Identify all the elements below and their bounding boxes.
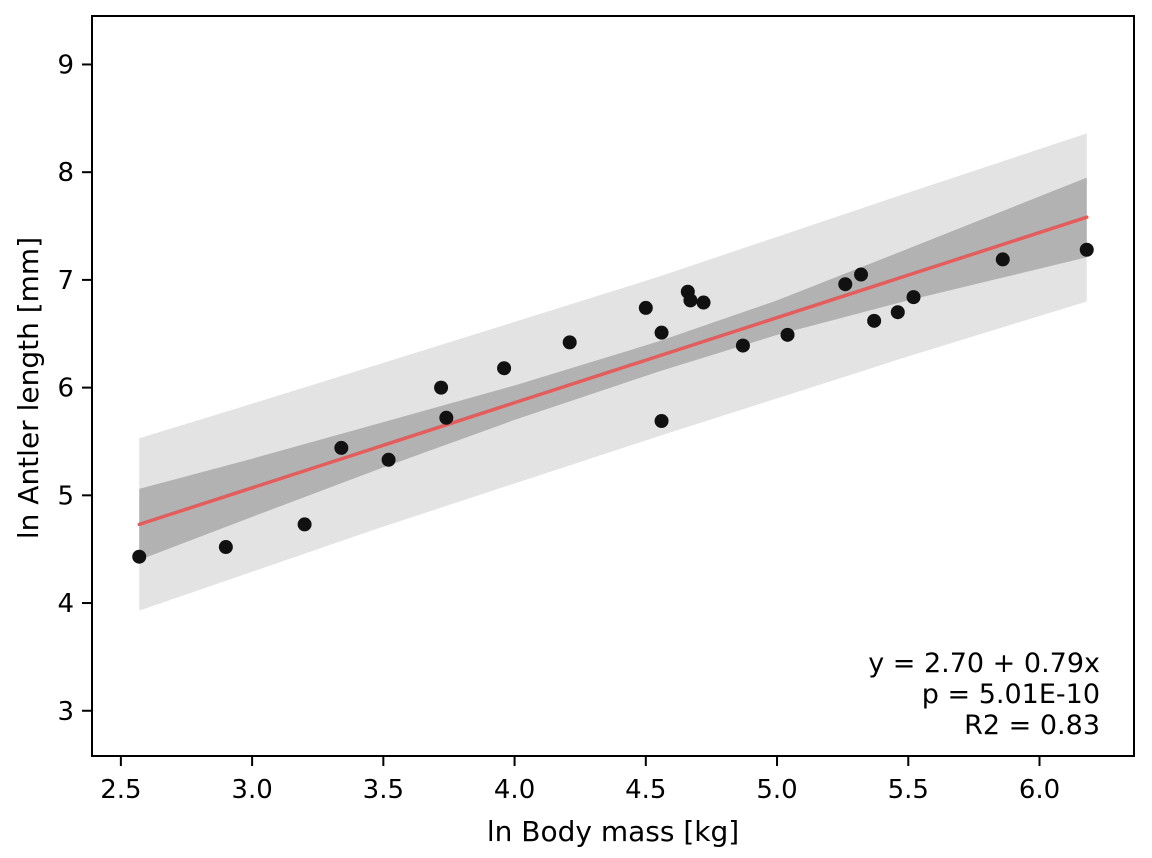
y-tick-label: 3 bbox=[57, 697, 74, 727]
x-tick-label: 3.0 bbox=[231, 775, 272, 805]
scatter-points-layer bbox=[132, 242, 1094, 564]
scatter-point bbox=[218, 540, 233, 555]
scatter-point bbox=[735, 338, 750, 353]
x-tick-label: 5.0 bbox=[756, 775, 797, 805]
y-axis-label: ln Antler length [mm] bbox=[12, 237, 45, 539]
regression-line bbox=[137, 215, 1089, 527]
axis-ticks-layer: 2.5 3.0 3.5 4.0 4.5 5.0 5.5 6.0 3 4 5 6 7 8 9 bbox=[57, 50, 1060, 805]
scatter-point bbox=[838, 277, 853, 292]
scatter-point bbox=[683, 293, 698, 308]
scatter-point bbox=[890, 305, 905, 320]
x-tick-label: 4.0 bbox=[494, 775, 535, 805]
scatter-point bbox=[297, 517, 312, 532]
x-tick-label: 4.5 bbox=[625, 775, 666, 805]
scatter-point bbox=[497, 361, 512, 376]
stats-annotation: y = 2.70 + 0.79x p = 5.01E-10 R2 = 0.83 bbox=[868, 648, 1100, 741]
y-tick-label: 7 bbox=[57, 266, 74, 296]
x-tick-label: 2.5 bbox=[100, 775, 141, 805]
y-tick-label: 4 bbox=[57, 589, 74, 619]
scatter-point bbox=[867, 313, 882, 328]
confidence-interval-band bbox=[139, 177, 1087, 560]
scatter-point bbox=[638, 300, 653, 315]
annotation-r-squared: R2 = 0.83 bbox=[964, 710, 1100, 741]
confidence-band-layer bbox=[139, 177, 1087, 560]
scatter-point bbox=[1079, 242, 1094, 257]
y-tick-label: 9 bbox=[57, 50, 74, 80]
scatter-point bbox=[906, 290, 921, 305]
plot-frame bbox=[91, 15, 1135, 757]
scatter-point bbox=[696, 295, 711, 310]
scatter-point bbox=[854, 267, 869, 282]
scatter-point bbox=[780, 327, 795, 342]
x-tick-label: 6.0 bbox=[1019, 775, 1060, 805]
scatter-point bbox=[995, 252, 1010, 267]
scatter-point bbox=[654, 325, 669, 340]
y-tick-label: 8 bbox=[57, 158, 74, 188]
scatter-point bbox=[334, 440, 349, 455]
scatter-point bbox=[381, 452, 396, 467]
x-tick-label: 3.5 bbox=[363, 775, 404, 805]
scatter-point bbox=[439, 410, 454, 425]
scatter-point bbox=[434, 380, 449, 395]
scatter-point bbox=[654, 414, 669, 429]
annotation-p-value: p = 5.01E-10 bbox=[922, 679, 1100, 710]
annotation-equation: y = 2.70 + 0.79x bbox=[868, 648, 1100, 679]
x-tick-label: 5.5 bbox=[888, 775, 929, 805]
y-tick-label: 6 bbox=[57, 374, 74, 404]
x-axis-label: ln Body mass [kg] bbox=[487, 815, 739, 848]
scatter-point bbox=[562, 335, 577, 350]
y-tick-label: 5 bbox=[57, 481, 74, 511]
scatter-point bbox=[132, 549, 147, 564]
regression-line-layer bbox=[137, 215, 1089, 527]
